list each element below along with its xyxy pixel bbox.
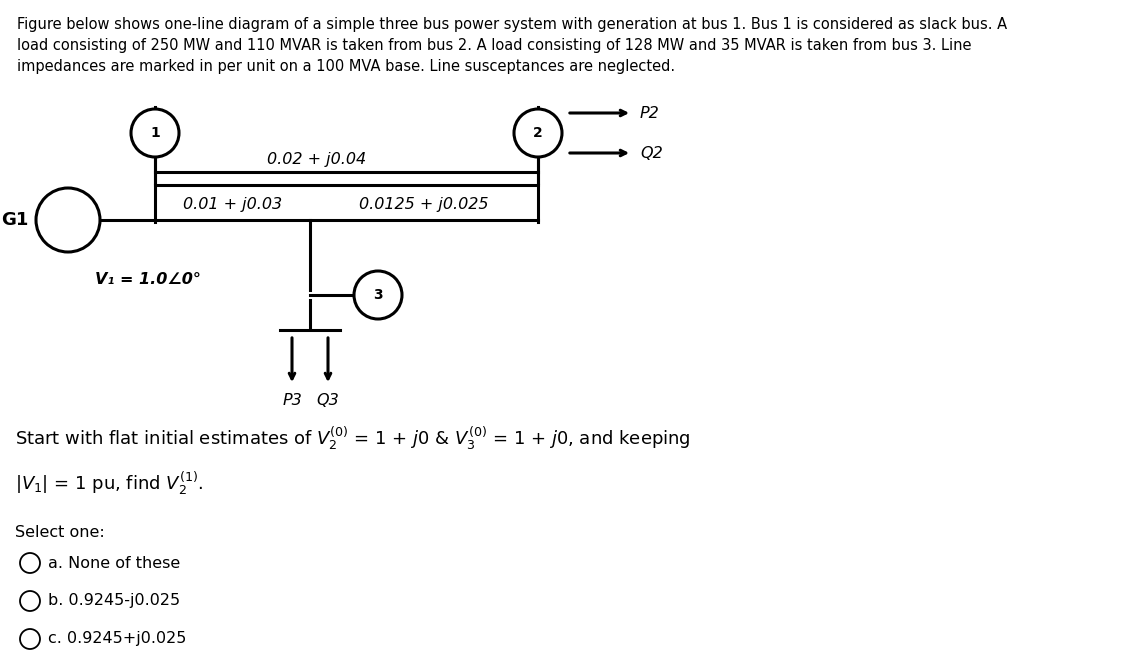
Text: 1: 1 <box>150 126 160 140</box>
Text: Q3: Q3 <box>316 393 340 408</box>
Text: 3: 3 <box>374 288 383 302</box>
Text: 0.02 + j0.04: 0.02 + j0.04 <box>266 152 366 167</box>
Circle shape <box>355 271 402 319</box>
Text: b. 0.9245-j0.025: b. 0.9245-j0.025 <box>49 594 181 608</box>
Text: Q2: Q2 <box>640 145 663 161</box>
Text: V₁ = 1.0∠0°: V₁ = 1.0∠0° <box>95 272 201 288</box>
Text: 2: 2 <box>533 126 543 140</box>
Circle shape <box>36 188 100 252</box>
Text: 0.0125 + j0.025: 0.0125 + j0.025 <box>359 197 489 212</box>
Text: 0.01 + j0.03: 0.01 + j0.03 <box>183 197 282 212</box>
Circle shape <box>131 109 180 157</box>
Text: Figure below shows one-line diagram of a simple three bus power system with gene: Figure below shows one-line diagram of a… <box>17 17 1007 74</box>
Text: Select one:: Select one: <box>15 525 105 540</box>
Text: G1: G1 <box>1 211 28 229</box>
Circle shape <box>20 629 40 649</box>
Circle shape <box>514 109 562 157</box>
Text: c. 0.9245+j0.025: c. 0.9245+j0.025 <box>49 631 186 647</box>
Text: P3: P3 <box>282 393 301 408</box>
Text: $|V_1|$ = 1 pu, find $V_2^{(1)}$.: $|V_1|$ = 1 pu, find $V_2^{(1)}$. <box>15 470 203 497</box>
Text: P2: P2 <box>640 106 659 120</box>
Text: Start with flat initial estimates of $V_2^{(0)}$ = 1 + $j$0 & $V_3^{(0)}$ = 1 + : Start with flat initial estimates of $V_… <box>15 425 691 452</box>
Text: a. None of these: a. None of these <box>49 556 181 570</box>
Circle shape <box>20 553 40 573</box>
Circle shape <box>20 591 40 611</box>
